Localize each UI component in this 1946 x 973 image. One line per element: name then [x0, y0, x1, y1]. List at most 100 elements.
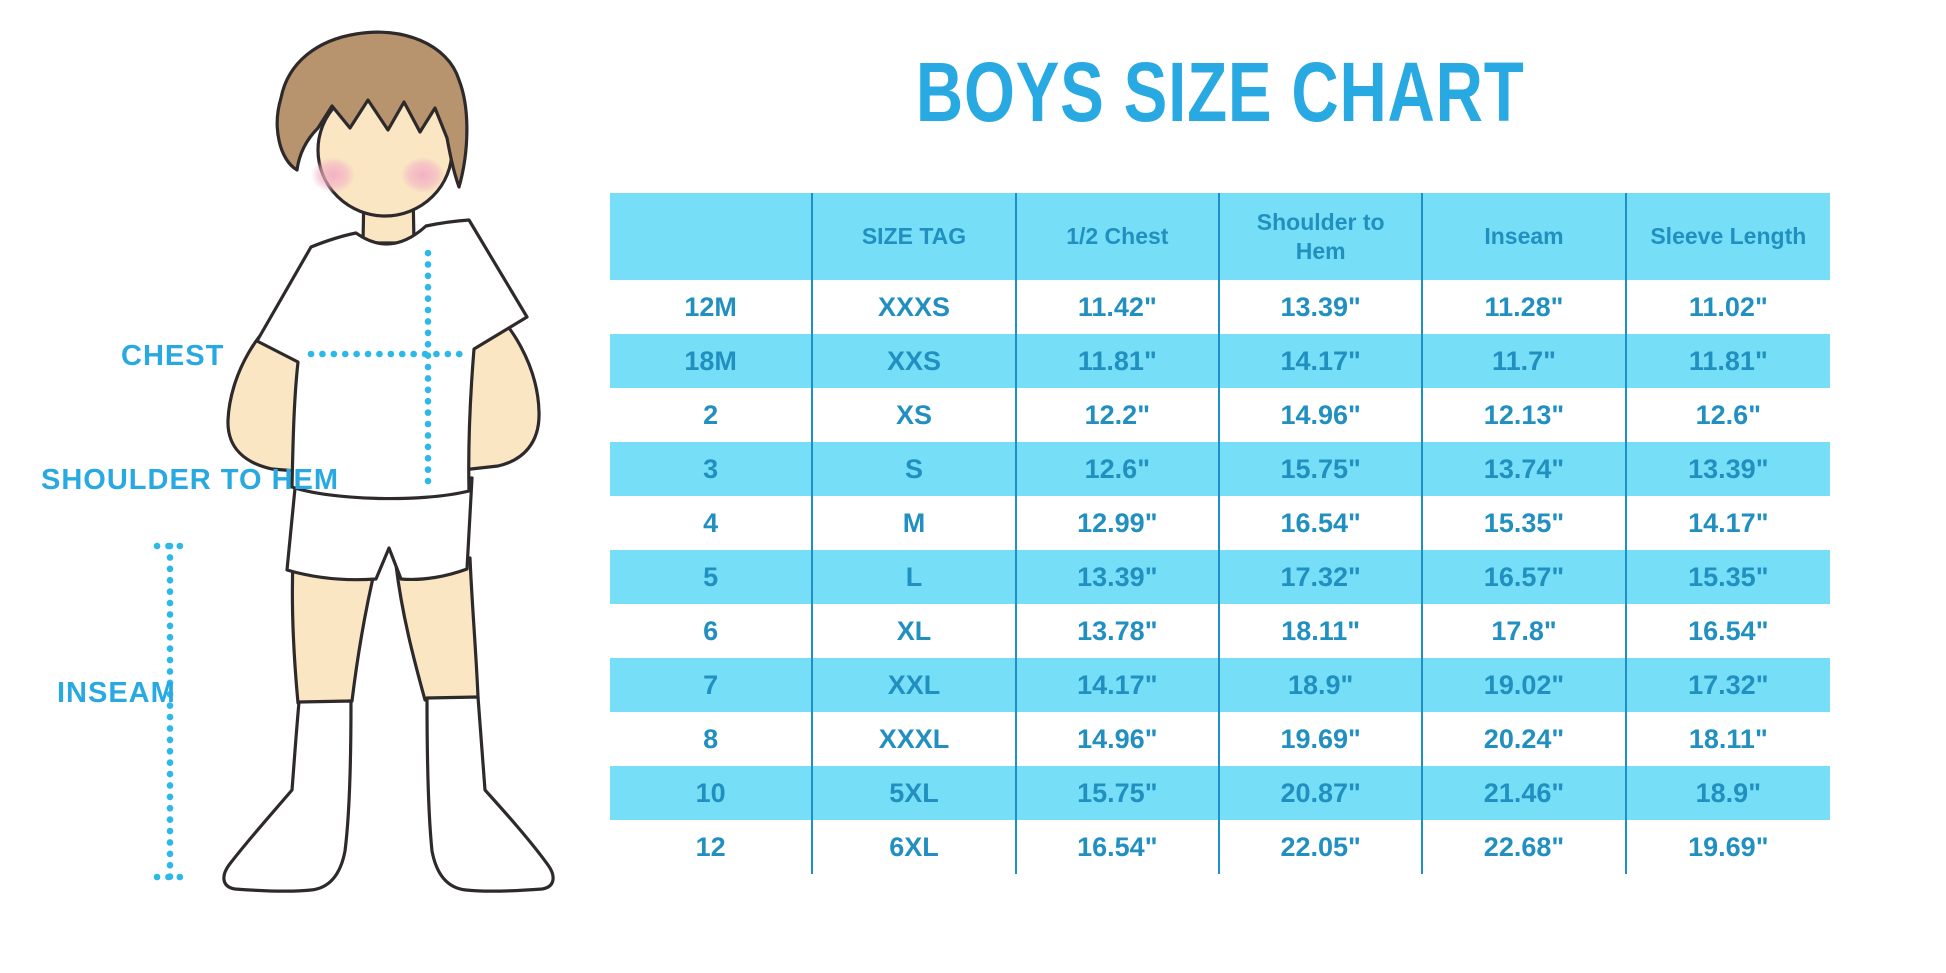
- shoulder-to-hem-label: SHOULDER TO HEM: [41, 464, 340, 496]
- boy-tshirt: [255, 218, 529, 501]
- table-cell: 17.32": [1688, 669, 1769, 700]
- table-cell: 16.57": [1423, 550, 1627, 604]
- table-cell: 8: [610, 712, 814, 766]
- table-cell: 14.96": [1017, 712, 1220, 766]
- table-cell: 13.39": [1220, 280, 1424, 334]
- boy-figure: [222, 30, 555, 893]
- table-cell: 16.54": [1220, 496, 1424, 550]
- boy-left-leg: [290, 558, 378, 705]
- table-cell: 7: [610, 658, 814, 712]
- table-cell: 15.75": [1017, 766, 1220, 820]
- table-row: 2 XS 12.2" 14.96" 12.13" 12.6": [610, 388, 1830, 442]
- page-title: BOYS SIZE CHART: [610, 50, 1830, 134]
- boy-blush-right: [401, 157, 445, 193]
- table-cell: 4: [610, 496, 814, 550]
- boy-left-sock: [222, 699, 353, 893]
- boy-right-sock: [425, 695, 555, 893]
- table-cell: 14.17": [1688, 507, 1769, 538]
- table-cell: 13.74": [1423, 442, 1627, 496]
- table-cell: 14.17": [1220, 334, 1424, 388]
- table-header-row: SIZE TAG 1/2 Chest Shoulder to Hem Insea…: [610, 193, 1830, 280]
- table-cell: 11.81": [1017, 334, 1220, 388]
- table-cell: 12: [610, 820, 814, 874]
- table-cell: 18.11": [1688, 723, 1768, 754]
- table-cell: 11.02": [1688, 291, 1768, 322]
- table-cell: 12.6": [1017, 442, 1220, 496]
- table-cell: XXS: [813, 334, 1017, 388]
- table-cell: 14.96": [1220, 388, 1424, 442]
- table-cell: M: [813, 496, 1017, 550]
- table-cell: XL: [813, 604, 1017, 658]
- table-cell: 17.8": [1423, 604, 1627, 658]
- table-cell: 15.35": [1423, 496, 1627, 550]
- boy-hair: [275, 30, 469, 189]
- table-row: 6 XL 13.78" 18.11" 17.8" 16.54": [610, 604, 1830, 658]
- header-cell-half-chest: 1/2 Chest: [1017, 193, 1220, 280]
- table-row: 3 S 12.6" 15.75" 13.74" 13.39": [610, 442, 1830, 496]
- table-row: 10 5XL 15.75" 20.87" 21.46" 18.9": [610, 766, 1830, 820]
- table-row: 18M XXS 11.81" 14.17" 11.7" 11.81": [610, 334, 1830, 388]
- table-cell: 12M: [610, 280, 814, 334]
- table-row: 12 6XL 16.54" 22.05" 22.68" 19.69": [610, 820, 1830, 874]
- table-cell: 22.68": [1423, 820, 1627, 874]
- table-cell: 12.2": [1017, 388, 1220, 442]
- chest-label: CHEST: [121, 340, 225, 372]
- table-cell: XXL: [813, 658, 1017, 712]
- header-cell-size: [610, 193, 814, 280]
- header-cell-sleeve-length: Sleeve Length: [1650, 223, 1807, 250]
- table-cell: 16.54": [1688, 615, 1769, 646]
- table-cell: 12.6": [1695, 399, 1761, 430]
- table-cell: 11.42": [1017, 280, 1220, 334]
- size-chart-table: SIZE TAG 1/2 Chest Shoulder to Hem Insea…: [610, 193, 1830, 874]
- measurement-guides: [153, 249, 474, 881]
- table-cell: 12.99": [1017, 496, 1220, 550]
- boy-blush-left: [311, 157, 355, 193]
- table-cell: 13.39": [1688, 453, 1769, 484]
- table-row: 12M XXXS 11.42" 13.39" 11.28" 11.02": [610, 280, 1830, 334]
- table-cell: 17.32": [1220, 550, 1424, 604]
- table-cell: 10: [610, 766, 814, 820]
- table-cell: XXXL: [813, 712, 1017, 766]
- table-row: 4 M 12.99" 16.54" 15.35" 14.17": [610, 496, 1830, 550]
- inseam-label: INSEAM: [57, 677, 176, 709]
- table-cell: 15.35": [1688, 561, 1769, 592]
- table-cell: 18.9": [1695, 777, 1761, 808]
- boy-shorts: [285, 476, 474, 582]
- table-cell: 20.87": [1220, 766, 1424, 820]
- table-row: 8 XXXL 14.96" 19.69" 20.24" 18.11": [610, 712, 1830, 766]
- table-cell: 11.28": [1423, 280, 1627, 334]
- table-cell: 6: [610, 604, 814, 658]
- table-cell: S: [813, 442, 1017, 496]
- table-cell: 22.05": [1220, 820, 1424, 874]
- table-row: 5 L 13.39" 17.32" 16.57" 15.35": [610, 550, 1830, 604]
- table-cell: 19.69": [1220, 712, 1424, 766]
- table-cell: 16.54": [1017, 820, 1220, 874]
- table-cell: XS: [813, 388, 1017, 442]
- table-body: 12M XXXS 11.42" 13.39" 11.28" 11.02" 18M…: [610, 280, 1830, 874]
- header-cell-inseam: Inseam: [1423, 193, 1627, 280]
- table-cell: XXXS: [813, 280, 1017, 334]
- table-cell: 21.46": [1423, 766, 1627, 820]
- boy-illustration: [0, 0, 620, 950]
- header-cell-size-tag: SIZE TAG: [813, 193, 1017, 280]
- table-cell: 19.69": [1688, 831, 1769, 862]
- boy-figure-svg: [153, 30, 555, 893]
- table-cell: 6XL: [813, 820, 1017, 874]
- table-cell: 11.81": [1688, 345, 1768, 376]
- header-cell-shoulder-to-hem: Shoulder to Hem: [1220, 193, 1424, 280]
- table-cell: 13.39": [1017, 550, 1220, 604]
- table-cell: 19.02": [1423, 658, 1627, 712]
- table-cell: 20.24": [1423, 712, 1627, 766]
- table-cell: 18.11": [1220, 604, 1424, 658]
- table-cell: L: [813, 550, 1017, 604]
- table-cell: 18.9": [1220, 658, 1424, 712]
- page-title-text: BOYS SIZE CHART: [915, 45, 1525, 139]
- table-cell: 15.75": [1220, 442, 1424, 496]
- table-cell: 14.17": [1017, 658, 1220, 712]
- table-cell: 18M: [610, 334, 814, 388]
- table-cell: 5XL: [813, 766, 1017, 820]
- table-cell: 13.78": [1017, 604, 1220, 658]
- table-cell: 5: [610, 550, 814, 604]
- table-row: 7 XXL 14.17" 18.9" 19.02" 17.32": [610, 658, 1830, 712]
